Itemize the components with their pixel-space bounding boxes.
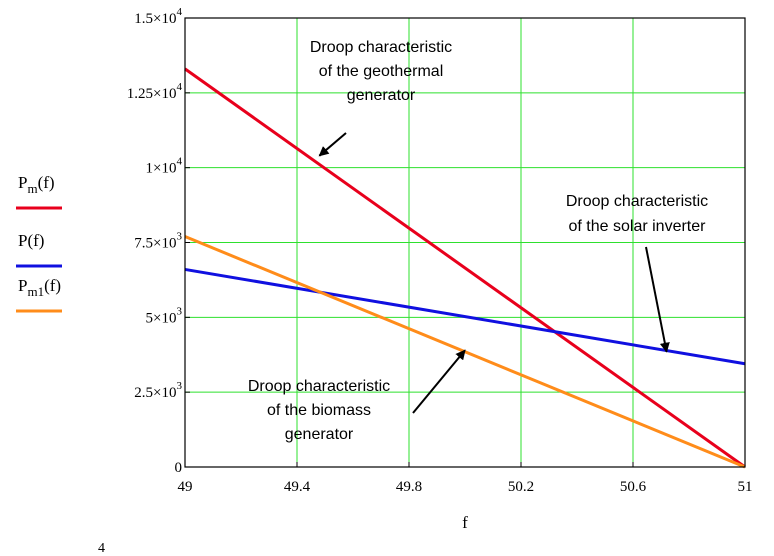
y-tick-mantissa: 1×10 (146, 161, 177, 177)
y-tick-label: 0 (175, 460, 183, 476)
legend-label-base: P (18, 276, 27, 295)
annotation-text: Droop characteristic (566, 193, 708, 210)
annotations: Droop characteristic of the geothermal gen… (248, 39, 708, 443)
annotation-text: of the geothermal (319, 63, 444, 80)
grid-layer (185, 18, 745, 467)
x-tick-label: 51 (738, 479, 753, 495)
x-tick-label: 50.2 (508, 479, 534, 495)
y-tick-exponent: 3 (177, 305, 183, 317)
y-tick-label: 1×104 (146, 156, 183, 177)
y-tick-exponent: 4 (177, 6, 183, 18)
x-tick-label: 50.6 (620, 479, 647, 495)
annotation-arrow (645, 246, 670, 353)
annotation-text: Droop characteristic (248, 378, 390, 395)
legend-label-suffix: (f) (44, 276, 61, 295)
x-tick-label: 49 (178, 479, 193, 495)
legend: Pm(f)P(f)Pm1(f) (16, 173, 62, 313)
y-tick-mantissa: 0 (175, 460, 183, 476)
y-tick-mantissa: 1.5×10 (134, 11, 176, 27)
y-tick-label: 1.25×104 (127, 81, 183, 102)
annotation-arrow (318, 132, 347, 157)
legend-label-suffix: (f) (27, 231, 44, 250)
y-tick-exponent: 3 (177, 380, 183, 392)
y-tick-exponent: 3 (177, 231, 183, 243)
legend-label-base: P (18, 173, 27, 192)
y-tick-mantissa: 2.5×10 (134, 385, 176, 401)
series-line (184, 267, 746, 366)
x-axis-label: f (462, 513, 468, 532)
y-tick-label: 7.5×103 (134, 231, 182, 252)
y-tick-exponent: 4 (177, 81, 183, 93)
legend-label: Pm1(f) (18, 276, 61, 299)
legend-label-subscript: m (27, 181, 37, 196)
x-tick-label: 49.4 (284, 479, 311, 495)
legend-label-subscript: m1 (27, 284, 44, 299)
y-tick-exponent: 4 (177, 156, 183, 168)
annotation-text: generator (285, 426, 354, 443)
y-tick-label: 5×103 (146, 305, 183, 326)
y-tick-mantissa: 1.25×10 (127, 86, 177, 102)
series-line (184, 67, 746, 469)
legend-label-suffix: (f) (38, 173, 55, 192)
legend-label: Pm(f) (18, 173, 55, 196)
x-tick-label: 49.8 (396, 479, 422, 495)
x-tick-labels: 49 49.4 49.8 50.2 50.6 51 (178, 462, 753, 495)
legend-label: P(f) (18, 231, 44, 250)
annotation-text: of the biomass (267, 402, 371, 419)
legend-label-base: P (18, 231, 27, 250)
annotation-text: of the solar inverter (569, 218, 707, 235)
y-tick-label: 1.5×104 (134, 6, 182, 27)
y-tick-mantissa: 5×10 (146, 310, 177, 326)
annotation-text: Droop characteristic (310, 39, 452, 56)
annotation-arrow (412, 349, 466, 414)
y-tick-mantissa: 7.5×10 (134, 236, 176, 252)
annotation-text: generator (347, 87, 416, 104)
y-tick-label: 2.5×103 (134, 380, 182, 401)
page-fragment-superscript: 4 (98, 541, 105, 556)
